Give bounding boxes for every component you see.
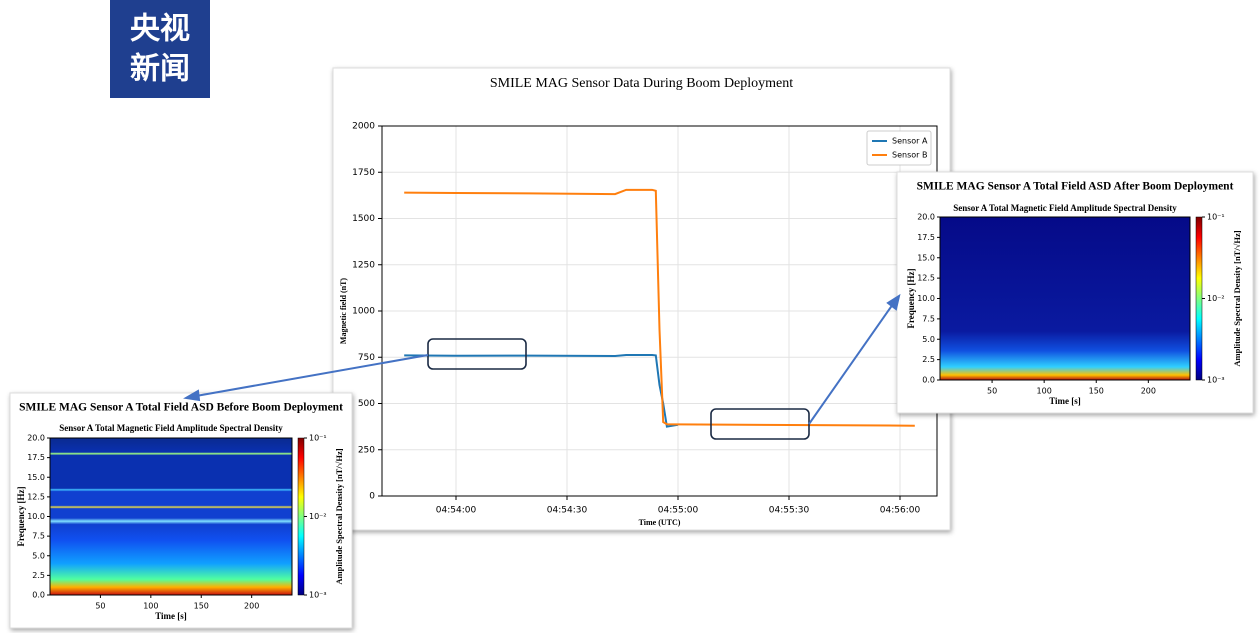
y-tick-label: 250 bbox=[358, 445, 375, 455]
y-axis-label: Magnetic field (nT) bbox=[339, 278, 348, 345]
colorbar-tick-label: 10⁻² bbox=[1207, 294, 1225, 303]
x-axis-label: Time [s] bbox=[1049, 396, 1081, 406]
right-panel: SMILE MAG Sensor A Total Field ASD After… bbox=[896, 171, 1254, 414]
highlight-box bbox=[427, 338, 527, 370]
colorbar-tick-label: 10⁻¹ bbox=[309, 434, 327, 443]
y-tick-label: 17.5 bbox=[27, 453, 45, 462]
y-tick-label: 15.0 bbox=[917, 253, 935, 262]
colorbar-tick-label: 10⁻³ bbox=[309, 591, 327, 600]
x-tick-label: 04:54:00 bbox=[436, 506, 477, 516]
colorbar-label: Amplitude Spectral Density [nT/√Hz] bbox=[334, 448, 344, 584]
legend-box bbox=[866, 130, 932, 166]
y-tick-label: 1000 bbox=[352, 307, 375, 317]
y-tick-label: 750 bbox=[358, 353, 375, 363]
logo-text: 新闻 bbox=[130, 52, 190, 87]
colorbar bbox=[297, 437, 305, 596]
legend-label: Sensor B bbox=[892, 151, 927, 160]
left-panel: SMILE MAG Sensor A Total Field ASD Befor… bbox=[9, 392, 353, 629]
x-tick-label: 50 bbox=[987, 387, 997, 396]
chart-title: SMILE MAG Sensor A Total Field ASD Befor… bbox=[19, 402, 343, 414]
chart-subtitle: Sensor A Total Magnetic Field Amplitude … bbox=[953, 203, 1177, 213]
x-axis-label: Time (UTC) bbox=[639, 518, 681, 527]
y-axis-label: Frequency [Hz] bbox=[906, 268, 916, 328]
x-tick-label: 100 bbox=[1037, 387, 1052, 396]
arrow bbox=[808, 303, 894, 425]
y-tick-label: 0.0 bbox=[922, 376, 935, 385]
y-tick-label: 10.0 bbox=[917, 294, 935, 303]
x-tick-label: 100 bbox=[143, 602, 158, 611]
y-tick-label: 0 bbox=[369, 492, 375, 502]
heatmap-image bbox=[940, 217, 1190, 380]
x-tick-label: 200 bbox=[1141, 387, 1156, 396]
logo-bg bbox=[110, 0, 210, 98]
y-tick-label: 20.0 bbox=[27, 434, 45, 443]
y-tick-label: 500 bbox=[358, 399, 375, 409]
arrow-head bbox=[886, 293, 901, 311]
x-tick-label: 04:56:00 bbox=[880, 506, 921, 516]
heatmap-image bbox=[50, 438, 292, 595]
x-tick-label: 04:55:30 bbox=[769, 506, 810, 516]
series-line bbox=[404, 354, 679, 428]
legend-label: Sensor A bbox=[892, 137, 928, 146]
y-tick-label: 5.0 bbox=[32, 551, 45, 560]
x-tick-label: 150 bbox=[194, 602, 209, 611]
x-tick-label: 04:54:30 bbox=[547, 506, 588, 516]
arrow bbox=[195, 354, 429, 397]
logo-text: 央视 bbox=[130, 12, 190, 47]
y-tick-label: 1250 bbox=[352, 260, 375, 270]
y-tick-label: 20.0 bbox=[917, 213, 935, 222]
y-tick-label: 0.0 bbox=[32, 591, 45, 600]
arrows bbox=[183, 293, 901, 425]
x-tick-label: 04:55:00 bbox=[658, 506, 699, 516]
x-axis-label: Time [s] bbox=[155, 611, 187, 621]
center-panel: SMILE MAG Sensor Data During Boom Deploy… bbox=[332, 67, 951, 531]
y-tick-label: 5.0 bbox=[922, 335, 935, 344]
y-tick-label: 2.5 bbox=[32, 571, 45, 580]
chart-title: SMILE MAG Sensor Data During Boom Deploy… bbox=[490, 76, 793, 91]
y-tick-label: 7.5 bbox=[32, 532, 45, 541]
y-tick-label: 17.5 bbox=[917, 233, 935, 242]
y-tick-label: 12.5 bbox=[917, 274, 935, 283]
x-tick-label: 200 bbox=[244, 602, 259, 611]
series-line bbox=[404, 188, 915, 427]
arrow-head bbox=[183, 389, 201, 402]
y-tick-label: 15.0 bbox=[27, 473, 45, 482]
colorbar bbox=[1195, 216, 1203, 381]
y-axis-label: Frequency [Hz] bbox=[16, 486, 26, 546]
chart-subtitle: Sensor A Total Magnetic Field Amplitude … bbox=[59, 423, 283, 433]
y-tick-label: 1750 bbox=[352, 168, 375, 178]
colorbar-tick-label: 10⁻¹ bbox=[1207, 213, 1225, 222]
chart-title: SMILE MAG Sensor A Total Field ASD After… bbox=[917, 181, 1234, 193]
y-tick-label: 1500 bbox=[352, 214, 375, 224]
y-tick-label: 7.5 bbox=[922, 314, 935, 323]
colorbar-tick-label: 10⁻³ bbox=[1207, 376, 1225, 385]
y-tick-label: 10.0 bbox=[27, 512, 45, 521]
y-tick-label: 2.5 bbox=[922, 355, 935, 364]
colorbar-label: Amplitude Spectral Density [nT/√Hz] bbox=[1232, 230, 1242, 366]
colorbar-tick-label: 10⁻² bbox=[309, 512, 327, 521]
x-tick-label: 150 bbox=[1089, 387, 1104, 396]
y-tick-label: 12.5 bbox=[27, 492, 45, 501]
x-tick-label: 50 bbox=[95, 602, 105, 611]
panel bbox=[332, 67, 951, 531]
y-tick-label: 2000 bbox=[352, 122, 375, 132]
